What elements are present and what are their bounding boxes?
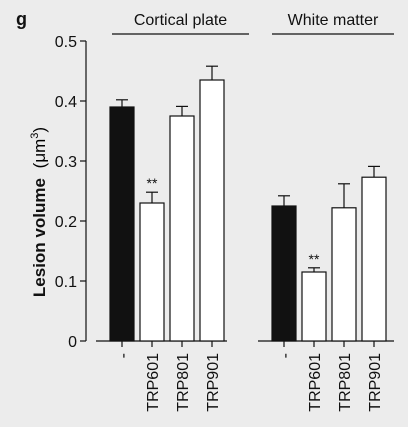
y-axis-label-unit-close: ) [30,127,49,133]
bar [169,115,195,342]
y-axis-label-unit-sup: 3 [29,133,41,139]
y-tick-label: 0.2 [55,214,77,231]
group-cortical-plate: Cortical plate - ** TRP601 TRP801 TRP901 [96,12,249,412]
group-white-matter: White matter - ** TRP601 TRP801 TRP901 [258,12,394,412]
bar [271,205,297,342]
y-tick-label: 0.3 [55,154,77,171]
y-axis-label-main: Lesion volume [30,178,49,297]
bar [139,202,165,342]
bar [301,271,327,342]
category-label: TRP901 [205,353,222,412]
y-axis-label-unit: (μm [30,139,49,169]
bar [109,106,135,342]
y-ticks: 0 0.1 0.2 0.3 0.4 0.5 [55,34,86,351]
y-tick-label: 0 [68,334,77,351]
panel-label: g [16,9,27,29]
y-axis-label: Lesion volume (μm3) [29,127,49,297]
y-axis-label-text: Lesion volume (μm3) [29,127,49,297]
bar [331,207,357,342]
group-label: White matter [288,12,379,29]
group-label: Cortical plate [134,12,227,29]
category-label: TRP801 [175,353,192,412]
bar [361,176,387,342]
y-tick-label: 0.4 [55,94,77,111]
y-tick-label: 0.5 [55,34,77,51]
category-label: TRP601 [307,353,324,412]
category-label: - [115,353,132,358]
y-tick-label: 0.1 [55,274,77,291]
category-label: - [277,353,294,358]
category-label: TRP801 [337,353,354,412]
significance-annotation: ** [147,175,158,191]
category-label: TRP601 [145,353,162,412]
category-label: TRP901 [367,353,384,412]
significance-annotation: ** [309,251,320,267]
bar [199,79,225,342]
bar-groups: Cortical plate-**TRP601 TRP801 TRP901White… [96,12,394,412]
